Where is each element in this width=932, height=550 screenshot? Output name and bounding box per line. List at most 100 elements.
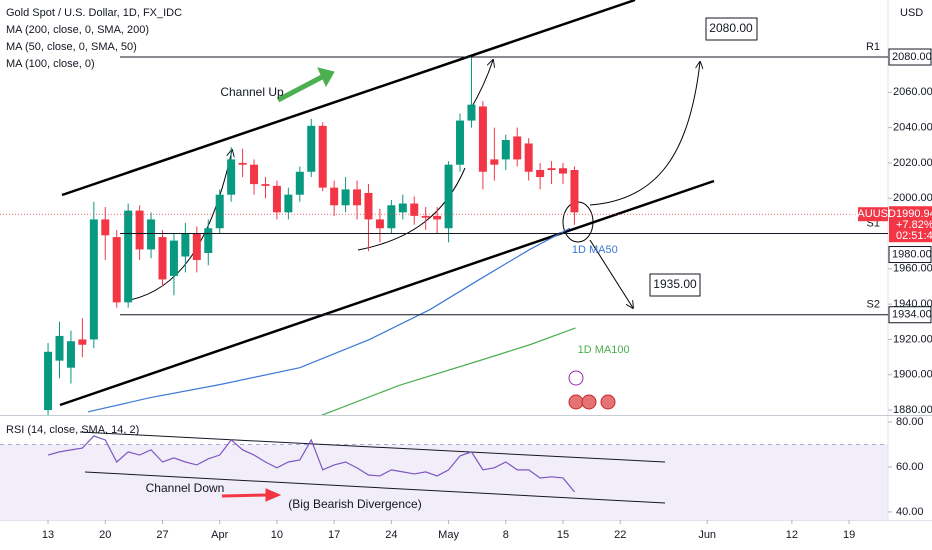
candle-body (78, 339, 87, 345)
x-tick-label: 13 (42, 529, 54, 541)
callout (649, 273, 701, 297)
annotation: (Big Bearish Divergence) (288, 497, 421, 511)
candle-body (181, 233, 190, 257)
candle-body (158, 237, 167, 280)
rsi-title: RSI (14, close, SMA, 14, 2) (6, 424, 139, 436)
y-tick-label: 40.00 (896, 506, 924, 518)
channel-line (61, 0, 636, 197)
candle-body (261, 184, 270, 186)
x-tick-label: 19 (843, 529, 855, 541)
candle-body (559, 168, 568, 174)
currency-label: USD (900, 7, 923, 19)
candle-body (192, 233, 201, 261)
legend-entry: MA (50, close, 0, SMA, 50) (6, 41, 137, 53)
channel-line (59, 179, 715, 407)
candle-body (215, 194, 224, 229)
arrow (129, 150, 232, 301)
y-tick-label: 2060.00 (893, 86, 932, 98)
candle-body (398, 203, 407, 213)
candle-body (147, 219, 156, 250)
price-pane (0, 57, 888, 415)
x-tick-label: 22 (614, 529, 626, 541)
y-tick-label: 1960.00 (893, 263, 932, 275)
x-tick-label: 17 (328, 529, 340, 541)
red-arrow-head (265, 488, 282, 502)
rsi-drawings (79, 431, 666, 504)
y-tick-label: 2000.00 (893, 192, 932, 204)
annotation: Channel Up (220, 85, 284, 99)
y-tick-label: 1900.00 (893, 369, 932, 381)
candle-body (204, 228, 213, 253)
callout-text: 1935.00 (653, 277, 697, 291)
x-tick-label: Jun (698, 529, 716, 541)
level-box (888, 306, 932, 324)
candle-body (478, 106, 487, 172)
y-tick-label: 2040.00 (893, 122, 932, 134)
level-label: R1 (866, 41, 880, 53)
x-tick-label: 20 (99, 529, 111, 541)
y-tick-label: 60.00 (896, 461, 924, 473)
legend-entry: MA (100, close, 0) (6, 58, 95, 70)
candle-body (238, 162, 247, 165)
moving-average (321, 327, 576, 415)
candle-body (124, 210, 133, 303)
y-tick-label: 1920.00 (893, 333, 932, 345)
candle-body (55, 335, 64, 361)
candle-body (490, 159, 499, 165)
candle-body (101, 219, 110, 236)
legend-entry: MA (200, close, 0, SMA, 200) (6, 24, 149, 36)
candle-body (295, 171, 304, 195)
candle-body (375, 219, 384, 229)
trend-line (84, 471, 666, 504)
level-label: S2 (867, 299, 880, 311)
x-tick-label: Apr (211, 529, 228, 541)
candle-body (66, 341, 75, 368)
candle-body (421, 215, 430, 218)
red-arrow (221, 493, 269, 498)
candle-body (444, 164, 453, 229)
candle-body (353, 189, 362, 206)
y-tick-label: 1880.00 (893, 404, 932, 416)
candle-body (284, 194, 293, 213)
candle-body (112, 237, 121, 303)
candle-body (135, 210, 144, 250)
chart-title: Gold Spot / U.S. Dollar, 1D, FX_IDC (6, 7, 182, 19)
rsi-pane (47, 435, 575, 493)
level-box-text: 1934.00 (892, 309, 932, 321)
green-arrow-head (317, 67, 335, 88)
ma-label: 1D MA100 (578, 344, 630, 356)
candle-body (318, 125, 327, 188)
x-tick-label: 12 (786, 529, 798, 541)
x-tick-label: 27 (156, 529, 168, 541)
rsi-line (47, 435, 575, 493)
candle-body (341, 189, 350, 206)
candle-body (467, 104, 476, 121)
x-tick-label: 8 (503, 529, 509, 541)
callout (705, 17, 758, 41)
event-icon (568, 394, 584, 410)
event-icon (600, 394, 616, 410)
level-box (888, 246, 932, 264)
candle-body (524, 143, 533, 172)
y-tick-label: 80.00 (896, 416, 924, 428)
symbol-box (858, 207, 888, 222)
arrow (589, 62, 700, 206)
x-tick-label: 15 (557, 529, 569, 541)
candle-body (570, 169, 579, 213)
candle-body (410, 203, 419, 216)
event-icon (581, 394, 597, 410)
candle-body (364, 192, 373, 220)
rsi-band (0, 444, 888, 520)
candle-body (456, 120, 465, 165)
x-tick-label: 10 (271, 529, 283, 541)
arrow (357, 167, 466, 251)
candle-body (501, 139, 510, 160)
candle-body (44, 351, 53, 411)
moving-average (87, 227, 571, 413)
candle-body (89, 219, 98, 340)
countdown: 02:51:41 (896, 230, 932, 242)
candle-body (387, 205, 396, 229)
candle-body (433, 215, 442, 220)
